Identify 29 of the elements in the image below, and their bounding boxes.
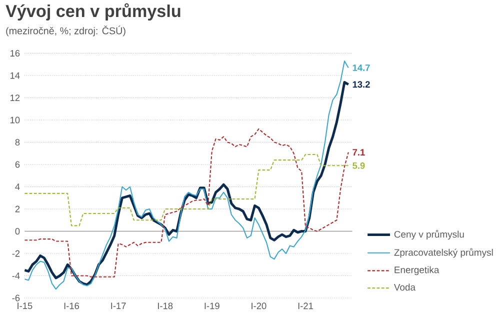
y-tick-label: 0	[15, 228, 20, 235]
x-tick-label: I-18	[158, 302, 173, 310]
y-tick-label: 10	[10, 116, 20, 124]
y-tick-label: 16	[10, 50, 20, 57]
y-tick-label: -2	[12, 250, 20, 257]
data-label: 7.1	[352, 149, 365, 156]
data-label: 13.2	[352, 81, 370, 88]
x-tick-label: I-19	[204, 302, 220, 310]
x-tick-label: I-16	[64, 302, 79, 310]
data-label: 14.7	[352, 64, 370, 72]
legend-label: Zpracovatelský průmysl	[394, 248, 493, 258]
x-tick-label: I-17	[111, 302, 126, 310]
x-tick-label: I-15	[18, 302, 32, 310]
y-tick-label: 2	[15, 206, 20, 212]
data-label: 5.9	[352, 162, 365, 170]
y-tick-label: 6	[15, 161, 20, 168]
chart-title: Vývoj cen v průmyslu	[6, 3, 180, 21]
legend-label: Ceny v průmyslu	[394, 230, 464, 240]
legend-label: Voda	[394, 284, 416, 291]
y-tick-label: 12	[10, 94, 20, 102]
chart-subtitle: (meziročně, %; zdroj: ČSÚ)	[6, 26, 126, 36]
y-tick-label: 4	[15, 184, 20, 190]
x-tick-label: I-20	[252, 302, 266, 310]
y-tick-label: 8	[15, 139, 20, 146]
y-tick-label: 14	[10, 72, 20, 79]
y-tick-label: -4	[12, 272, 20, 280]
legend-label: Energetika	[394, 266, 440, 276]
y-tick-label: -6	[12, 294, 20, 302]
x-tick-label: I-21	[298, 302, 313, 310]
